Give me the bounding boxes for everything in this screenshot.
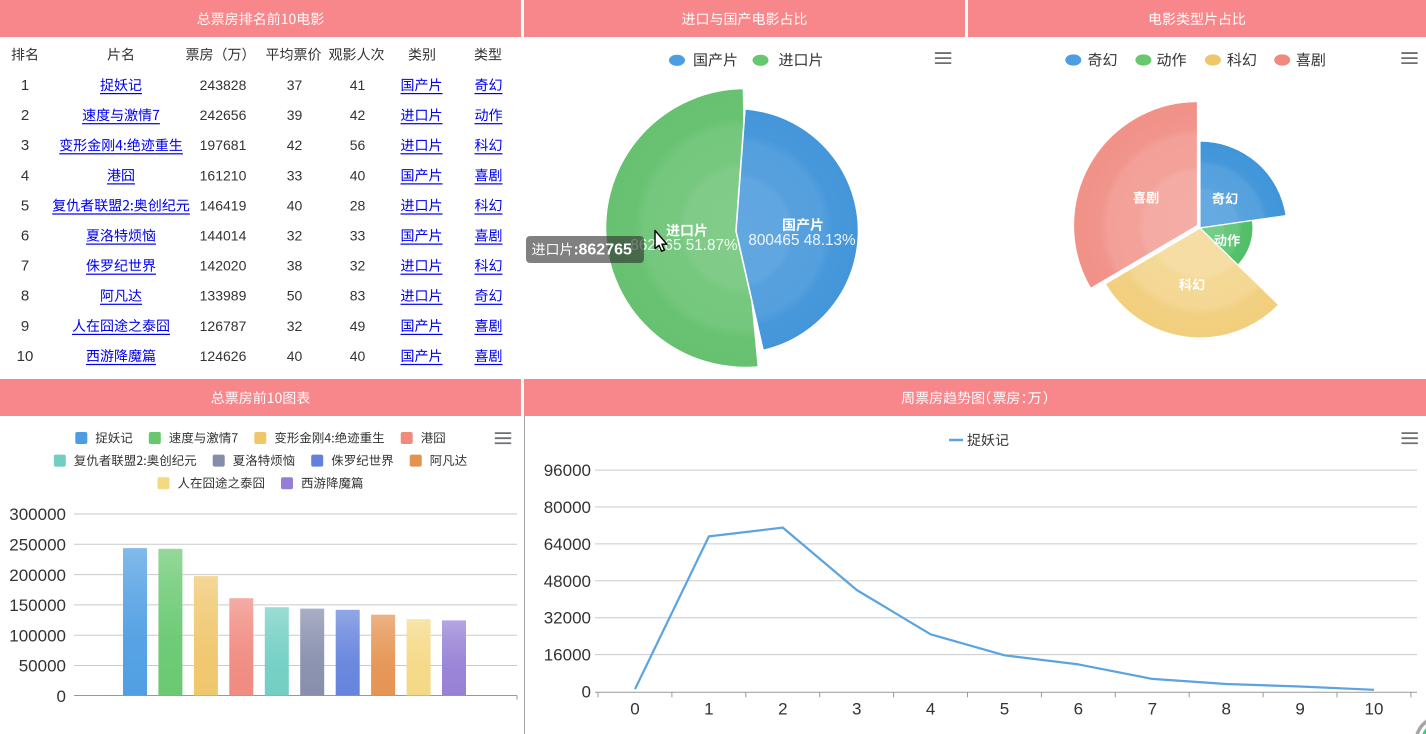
svg-text:6: 6 — [21, 228, 29, 245]
svg-text:242656: 242656 — [200, 107, 247, 123]
svg-text:2: 2 — [778, 700, 787, 719]
svg-text:7: 7 — [21, 258, 29, 275]
svg-text:197681: 197681 — [200, 137, 247, 153]
svg-text:8: 8 — [21, 288, 29, 305]
svg-text:1: 1 — [704, 700, 713, 719]
svg-text:56: 56 — [350, 137, 366, 153]
svg-text:300000: 300000 — [9, 505, 66, 524]
svg-text:146419: 146419 — [200, 197, 247, 213]
svg-text:83: 83 — [350, 288, 366, 304]
svg-text:37: 37 — [287, 77, 303, 93]
svg-text:48000: 48000 — [544, 572, 591, 591]
svg-text:7: 7 — [1148, 700, 1157, 719]
svg-text:0: 0 — [57, 687, 66, 706]
svg-text:33: 33 — [287, 167, 303, 183]
svg-text:862765: 862765 — [579, 242, 632, 259]
svg-text:40: 40 — [287, 197, 303, 213]
svg-text:243828: 243828 — [200, 77, 247, 93]
svg-text::: : — [574, 241, 579, 258]
svg-text:40: 40 — [350, 167, 366, 183]
svg-text:6: 6 — [1074, 700, 1083, 719]
svg-text:39: 39 — [287, 107, 303, 123]
svg-text:3: 3 — [852, 700, 861, 719]
svg-text:4: 4 — [926, 700, 935, 719]
svg-text:9: 9 — [1295, 700, 1304, 719]
svg-text:50: 50 — [287, 288, 303, 304]
svg-text:862765 51.87%: 862765 51.87% — [630, 237, 738, 254]
svg-text:40: 40 — [350, 348, 366, 364]
svg-text:80000: 80000 — [544, 498, 591, 517]
svg-text:28: 28 — [350, 197, 366, 213]
svg-text:8: 8 — [1221, 700, 1230, 719]
svg-text:144014: 144014 — [200, 228, 247, 244]
svg-text:40: 40 — [287, 348, 303, 364]
svg-text:0: 0 — [582, 683, 591, 702]
svg-text:10: 10 — [1365, 700, 1384, 719]
svg-text:10: 10 — [17, 348, 34, 365]
svg-text:32: 32 — [287, 318, 303, 334]
svg-text:126787: 126787 — [200, 318, 247, 334]
svg-text:96000: 96000 — [544, 461, 591, 480]
svg-text:250000: 250000 — [9, 536, 66, 555]
svg-text:800465 48.13%: 800465 48.13% — [748, 232, 856, 249]
svg-text:32: 32 — [287, 228, 303, 244]
svg-text:0: 0 — [630, 700, 639, 719]
svg-text:142020: 142020 — [200, 258, 247, 274]
svg-text:49: 49 — [350, 318, 366, 334]
svg-text:4: 4 — [21, 167, 29, 184]
svg-text:16000: 16000 — [544, 646, 591, 665]
svg-text:2: 2 — [21, 107, 29, 124]
svg-text:42: 42 — [350, 107, 366, 123]
svg-text:41: 41 — [350, 77, 366, 93]
svg-text:32: 32 — [350, 258, 366, 274]
svg-text:1: 1 — [21, 77, 29, 94]
svg-text:32000: 32000 — [544, 609, 591, 628]
svg-text:100000: 100000 — [9, 626, 66, 645]
svg-text:124626: 124626 — [200, 348, 247, 364]
svg-text:64000: 64000 — [544, 535, 591, 554]
svg-text:133989: 133989 — [200, 288, 247, 304]
svg-text:200000: 200000 — [9, 566, 66, 585]
svg-text:33: 33 — [350, 228, 366, 244]
svg-text:38: 38 — [287, 258, 303, 274]
svg-text:150000: 150000 — [9, 596, 66, 615]
svg-text:3: 3 — [21, 137, 29, 154]
svg-text:161210: 161210 — [200, 167, 247, 183]
svg-text:50000: 50000 — [19, 657, 66, 676]
svg-text:5: 5 — [21, 197, 29, 214]
svg-text:9: 9 — [21, 318, 29, 335]
svg-text:5: 5 — [1000, 700, 1009, 719]
svg-text:42: 42 — [287, 137, 303, 153]
